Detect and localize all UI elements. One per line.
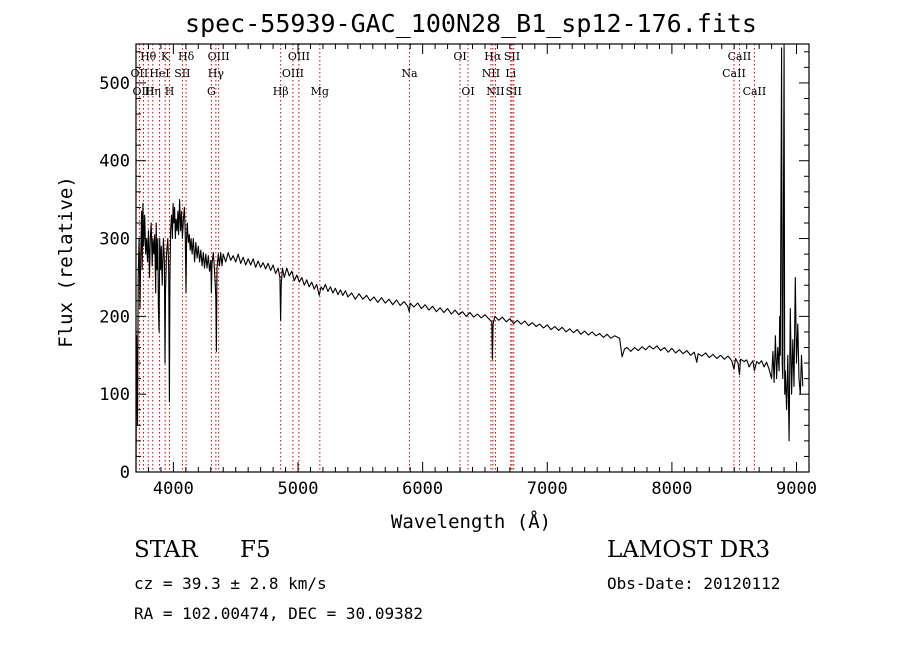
line-marker-label-22: SII (504, 50, 520, 63)
y-tick-label: 300 (99, 230, 130, 250)
y-tick-label: 500 (99, 74, 130, 94)
spectrum-line (135, 47, 804, 473)
line-marker-label-27: CaII (743, 85, 767, 98)
line-marker-label-6: SII (174, 67, 190, 80)
line-marker-label-24: SII (506, 85, 522, 98)
spectrum-series (135, 47, 804, 473)
line-marker-label-9: OIII (208, 50, 230, 63)
line-marker-label-12: OIII (288, 50, 310, 63)
line-marker-label-26: CaII (722, 67, 746, 80)
x-tick-label: 9000 (776, 479, 817, 499)
obs-date-text: Obs-Date: 20120112 (607, 574, 781, 593)
line-marker-label-20: NII (482, 67, 500, 80)
object-class: STAR (134, 537, 198, 563)
line-marker-label-8: H (165, 85, 175, 98)
x-tick-label: 8000 (651, 479, 692, 499)
line-marker-label-15: Mg (311, 85, 329, 98)
line-marker-label-4: HeI (149, 67, 169, 80)
survey-name: LAMOST DR3 (607, 537, 771, 563)
y-tick-label: 0 (120, 463, 130, 483)
line-markers: Hθ OII OIII K HeI Hη SII Hδ H OIII Hγ G OIII OIII Hβ Mg… (131, 44, 767, 472)
line-marker-label-7: Hδ (178, 50, 195, 63)
line-marker-label-23: Li (505, 67, 516, 80)
line-marker-label-17: OI (453, 50, 466, 63)
redshift-text: cz = 39.3 ± 2.8 km/s (134, 574, 327, 593)
line-marker-label-19: Hα (484, 50, 502, 63)
line-marker-label-16: Na (401, 67, 418, 80)
x-tick-label: 6000 (402, 479, 443, 499)
line-marker-label-1: OII (131, 67, 149, 80)
line-marker-label-0: Hθ (140, 50, 157, 63)
y-tick-label: 100 (99, 385, 130, 405)
line-marker-label-3: K (161, 50, 170, 63)
x-tick-label: 7000 (527, 479, 568, 499)
line-marker-label-25: CaII (728, 50, 752, 63)
chart-title: spec-55939-GAC_100N28_B1_sp12-176.fits (185, 9, 757, 38)
axes: 4000 5000 6000 7000 8000 9000 0 100 200 300 400 500 (99, 43, 817, 499)
coords-text: RA = 102.00474, DEC = 30.09382 (134, 604, 423, 623)
x-axis-label: Wavelength (Å) (391, 510, 551, 533)
line-marker-label-11: G (207, 85, 216, 98)
object-subclass: F5 (240, 537, 271, 563)
y-axis-label: Flux (relative) (55, 176, 77, 348)
line-marker-label-10: Hγ (208, 67, 225, 80)
y-tick-label: 200 (99, 307, 130, 327)
line-marker-label-2: OIII (132, 85, 154, 98)
x-tick-label: 5000 (278, 479, 319, 499)
line-marker-label-14: Hβ (273, 85, 289, 98)
line-marker-label-5: Hη (145, 85, 161, 98)
x-tick-label: 4000 (153, 479, 194, 499)
line-marker-label-21: NII (486, 85, 504, 98)
y-tick-label: 400 (99, 152, 130, 172)
line-marker-label-18: OI (461, 85, 474, 98)
line-marker-label-13: OIII (282, 67, 304, 80)
